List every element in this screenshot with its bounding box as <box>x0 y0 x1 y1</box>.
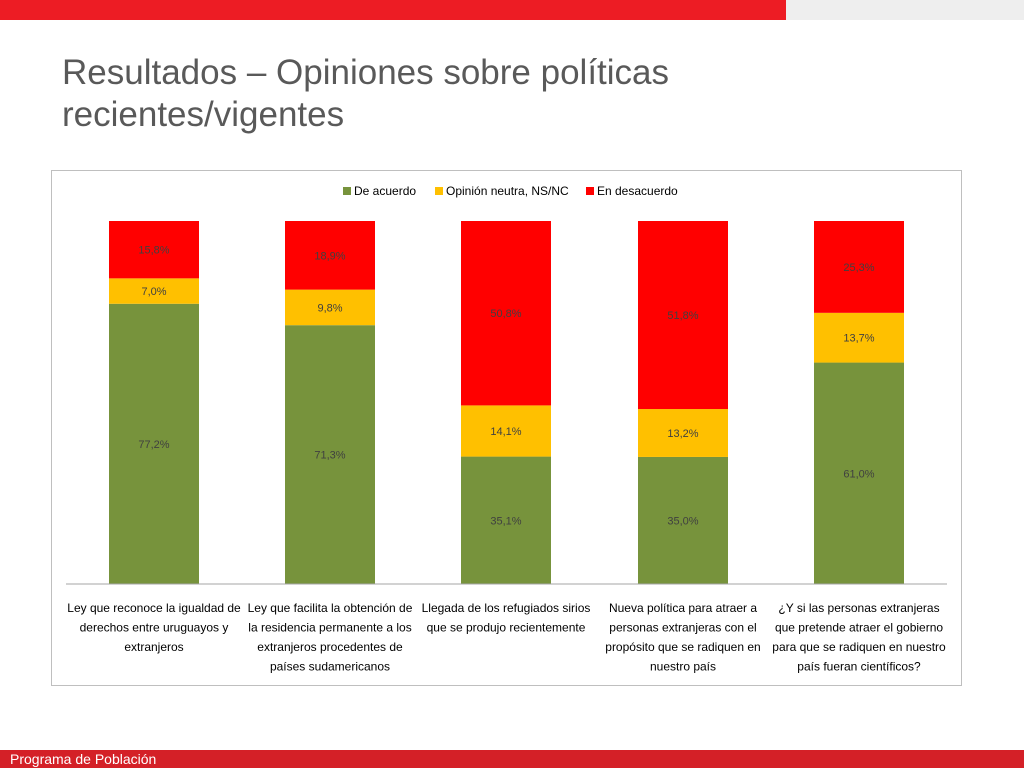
stacked-bar-chart: De acuerdo Opinión neutra, NS/NC En desacu… <box>66 184 947 674</box>
x-tick-label-5: ¿Y si las personas extranjeras que preten… <box>772 601 946 674</box>
bar-segment-c2-s3 <box>285 221 375 290</box>
bar-segment-c1-s3 <box>109 221 199 279</box>
bar-segment-c5-s1 <box>814 362 904 584</box>
x-tick-label-1-line-2: derechos entre uruguayos y <box>80 621 229 635</box>
x-tick-label-1: Ley que reconoce la igualdad de derechos … <box>67 601 241 654</box>
data-label-c1-s3: 15,8% <box>138 245 169 257</box>
x-tick-label-4: Nueva política para atraer a personas ext… <box>605 601 760 674</box>
bar-segment-c4-s2 <box>638 409 728 457</box>
data-label-c5-s1: 61,0% <box>843 468 874 480</box>
x-tick-label-5-line-4: país fueran científicos? <box>797 660 921 674</box>
x-tick-label-2: Ley que facilita la obtención de la resid… <box>248 601 413 674</box>
chart-frame: De acuerdo Opinión neutra, NS/NC En desacu… <box>51 170 962 686</box>
data-label-c2-s2: 9,8% <box>317 302 342 314</box>
bar-segment-c5-s2 <box>814 312 904 363</box>
footer-text: Programa de Población <box>10 751 157 767</box>
x-tick-label-5-line-3: para que se radiquen en nuestro <box>772 640 946 654</box>
x-tick-label-2-line-3: extranjeros procedentes de <box>257 640 403 654</box>
x-tick-label-4-line-2: personas extranjeras con el <box>609 621 756 635</box>
bar-segment-c1-s1 <box>109 303 199 584</box>
x-tick-label-1-line-3: extranjeros <box>124 640 183 654</box>
footer-bar: Programa de Población <box>0 750 1024 768</box>
bar-segment-c2-s1 <box>285 325 375 584</box>
slide-title-line-1: Resultados – Opiniones sobre políticas <box>62 53 670 92</box>
slide-title-line-2: recientes/vigentes <box>62 95 345 134</box>
data-label-c1-s2: 7,0% <box>141 286 166 298</box>
bar-segment-c4-s1 <box>638 456 728 584</box>
data-label-c5-s2: 13,7% <box>843 333 874 345</box>
data-label-c3-s2: 14,1% <box>490 426 521 438</box>
data-label-c4-s2: 13,2% <box>667 428 698 440</box>
top-accent-bar-gray <box>786 0 1024 20</box>
legend-swatch-1 <box>343 187 351 195</box>
x-tick-label-3: Llegada de los refugiados sirios que se p… <box>422 601 591 635</box>
x-tick-label-2-line-1: Ley que facilita la obtención de <box>248 601 413 615</box>
data-label-c2-s3: 18,9% <box>314 250 345 262</box>
x-tick-label-4-line-1: Nueva política para atraer a <box>609 601 757 615</box>
data-label-c4-s1: 35,0% <box>667 515 698 527</box>
x-tick-label-4-line-3: propósito que se radiquen en <box>605 640 760 654</box>
x-tick-label-3-line-1: Llegada de los refugiados sirios <box>422 601 591 615</box>
bar-segment-c1-s2 <box>109 278 199 304</box>
bar-segment-c3-s1 <box>461 456 551 584</box>
x-tick-label-1-line-1: Ley que reconoce la igualdad de <box>67 601 241 615</box>
x-tick-label-3-line-2: que se produjo recientemente <box>427 621 586 635</box>
legend-label-2: Opinión neutra, NS/NC <box>446 184 569 198</box>
bar-segment-c3-s2 <box>461 405 551 457</box>
bar-segment-c5-s3 <box>814 221 904 313</box>
x-tick-label-2-line-2: la residencia permanente a los <box>248 621 411 635</box>
slide-title: Resultados – Opiniones sobre políticas r… <box>62 52 822 136</box>
top-accent-bar <box>0 0 786 20</box>
bar-segment-c4-s3 <box>638 221 728 410</box>
x-tick-label-4-line-4: nuestro país <box>650 660 716 674</box>
data-label-c2-s1: 71,3% <box>314 450 345 462</box>
x-tick-label-5-line-1: ¿Y si las personas extranjeras <box>778 601 939 615</box>
data-label-c4-s3: 51,8% <box>667 310 698 322</box>
data-label-c1-s1: 77,2% <box>138 439 169 451</box>
legend-swatch-3 <box>586 187 594 195</box>
bar-segment-c2-s2 <box>285 289 375 326</box>
bar-segment-c3-s3 <box>461 221 551 406</box>
legend-swatch-2 <box>435 187 443 195</box>
data-label-c5-s3: 25,3% <box>843 262 874 274</box>
x-tick-label-2-line-4: países sudamericanos <box>270 660 390 674</box>
legend-label-1: De acuerdo <box>354 184 416 198</box>
legend-label-3: En desacuerdo <box>597 184 678 198</box>
x-tick-label-5-line-2: que pretende atraer el gobierno <box>775 621 943 635</box>
data-label-c3-s1: 35,1% <box>490 515 521 527</box>
data-label-c3-s3: 50,8% <box>490 308 521 320</box>
